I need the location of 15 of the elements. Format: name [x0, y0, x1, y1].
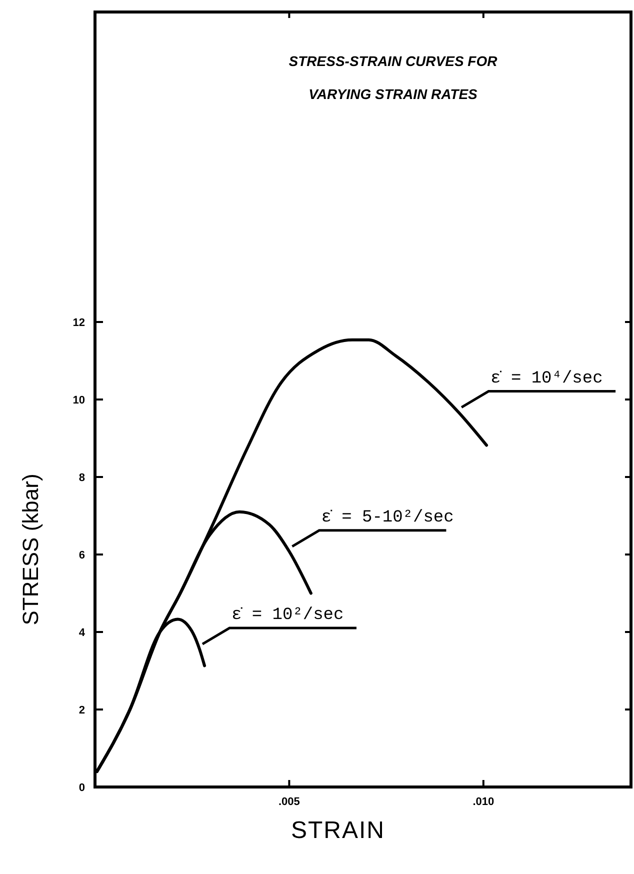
x-tick-label: .005	[278, 796, 300, 808]
y-tick-label: 6	[78, 549, 85, 562]
y-tick-label: 8	[78, 472, 85, 484]
text: ε̇ = 10²/sec	[231, 606, 344, 626]
x-tick-label: .010	[472, 796, 494, 808]
y-tick-label: 2	[78, 704, 85, 716]
chart-title: STRESS-STRAIN CURVES FOR VARYING STRAIN RATES	[288, 53, 498, 102]
y-tick-label: 0	[78, 782, 85, 794]
x-axis-title: STRAIN	[290, 817, 386, 844]
text: ε̇ = 10⁴/sec	[490, 369, 603, 388]
y-tick-label: 12	[72, 316, 85, 329]
text: ε̇ = 5-10²/sec	[321, 508, 454, 528]
y-axis-title: STRESS (kbar)	[18, 474, 43, 626]
y-tick-label: 10	[72, 394, 85, 406]
y-tick-label: 4	[78, 626, 86, 639]
